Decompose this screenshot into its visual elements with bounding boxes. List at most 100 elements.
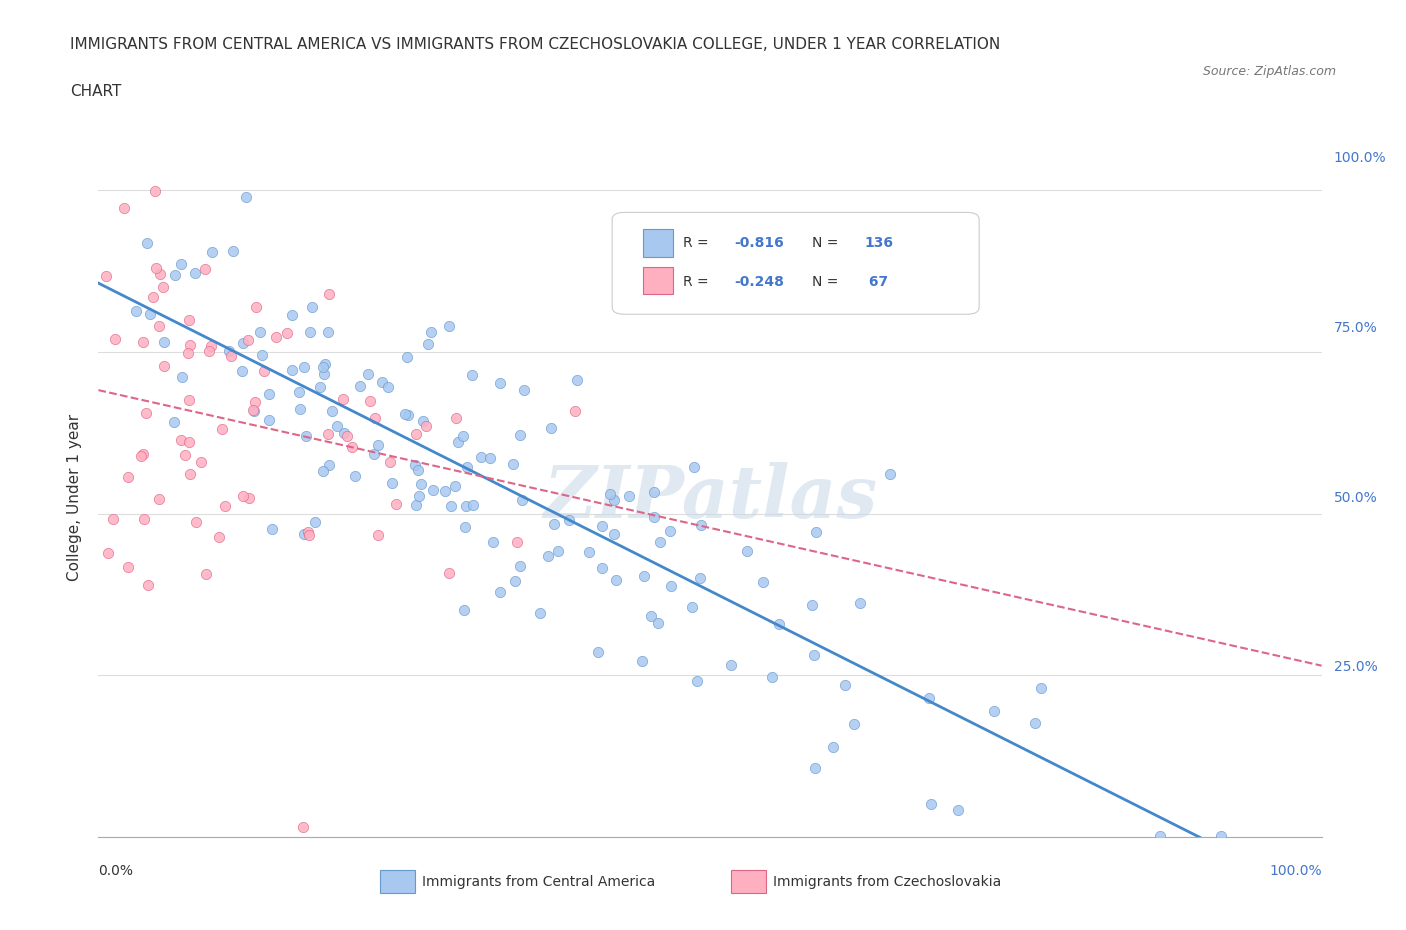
Immigrants from Central America: [377, 379, 399, 394]
Immigrants from Central America: [299, 325, 322, 339]
Immigrants from Central America: [312, 360, 335, 375]
Immigrants from Central America: [578, 545, 600, 560]
Immigrants from Central America: [218, 344, 240, 359]
Immigrants from Czechoslovakia: [318, 286, 340, 301]
Immigrants from Central America: [647, 616, 669, 631]
Immigrants from Central America: [558, 513, 581, 528]
Immigrants from Central America: [1024, 715, 1046, 730]
Immigrants from Central America: [983, 704, 1005, 719]
Immigrants from Czechoslovakia: [145, 183, 167, 198]
Immigrants from Czechoslovakia: [208, 529, 231, 544]
Immigrants from Central America: [488, 376, 510, 391]
Immigrants from Central America: [371, 374, 394, 389]
Immigrants from Central America: [301, 299, 323, 314]
Immigrants from Czechoslovakia: [367, 527, 389, 542]
Text: 50.0%: 50.0%: [1334, 490, 1378, 505]
Immigrants from Central America: [918, 690, 941, 705]
Immigrants from Czechoslovakia: [194, 262, 217, 277]
Immigrants from Czechoslovakia: [297, 525, 319, 539]
Immigrants from Czechoslovakia: [145, 260, 167, 275]
Immigrants from Czechoslovakia: [298, 527, 321, 542]
Immigrants from Central America: [422, 483, 444, 498]
Immigrants from Central America: [768, 617, 790, 631]
Immigrants from Central America: [139, 307, 162, 322]
Immigrants from Central America: [461, 498, 484, 512]
Immigrants from Central America: [503, 574, 526, 589]
Immigrants from Czechoslovakia: [292, 820, 315, 835]
Immigrants from Czechoslovakia: [138, 578, 160, 592]
Immigrants from Czechoslovakia: [112, 201, 135, 216]
Text: N =: N =: [811, 274, 842, 288]
Immigrants from Czechoslovakia: [236, 332, 259, 347]
Immigrants from Central America: [1209, 829, 1232, 844]
Immigrants from Central America: [249, 325, 271, 339]
Text: R =: R =: [683, 274, 713, 288]
Immigrants from Central America: [603, 526, 626, 541]
Immigrants from Central America: [312, 463, 335, 478]
Bar: [643, 267, 673, 294]
Text: 0.0%: 0.0%: [98, 864, 134, 878]
Immigrants from Central America: [540, 420, 562, 435]
Immigrants from Czechoslovakia: [200, 339, 222, 353]
Immigrants from Central America: [454, 519, 477, 534]
Immigrants from Czechoslovakia: [152, 280, 174, 295]
Text: 25.0%: 25.0%: [1334, 660, 1378, 674]
Immigrants from Central America: [648, 534, 671, 549]
Immigrants from Central America: [250, 347, 273, 362]
Immigrants from Central America: [363, 446, 385, 461]
Immigrants from Central America: [461, 367, 484, 382]
Immigrants from Central America: [326, 418, 349, 433]
Immigrants from Central America: [543, 517, 565, 532]
Immigrants from Central America: [394, 406, 416, 421]
Immigrants from Czechoslovakia: [132, 512, 155, 526]
Immigrants from Czechoslovakia: [177, 434, 200, 449]
Immigrants from Central America: [643, 510, 665, 525]
Immigrants from Central America: [456, 459, 478, 474]
Immigrants from Central America: [318, 458, 340, 472]
Immigrants from Czechoslovakia: [253, 364, 276, 379]
Immigrants from Central America: [124, 303, 146, 318]
Text: R =: R =: [683, 236, 713, 250]
Immigrants from Central America: [281, 308, 304, 323]
Immigrants from Central America: [405, 498, 427, 512]
Text: Immigrants from Czechoslovakia: Immigrants from Czechoslovakia: [773, 874, 1001, 889]
Immigrants from Czechoslovakia: [219, 349, 242, 364]
Immigrants from Czechoslovakia: [245, 299, 267, 314]
Immigrants from Central America: [288, 384, 311, 399]
Immigrants from Czechoslovakia: [117, 559, 139, 574]
Immigrants from Central America: [591, 518, 613, 533]
Immigrants from Czechoslovakia: [506, 535, 529, 550]
Text: 100.0%: 100.0%: [1334, 151, 1386, 166]
Immigrants from Central America: [801, 597, 824, 612]
Immigrants from Central America: [879, 466, 901, 481]
Immigrants from Czechoslovakia: [104, 332, 127, 347]
Immigrants from Central America: [803, 647, 825, 662]
Immigrants from Czechoslovakia: [364, 410, 387, 425]
Immigrants from Central America: [444, 478, 467, 493]
Immigrants from Central America: [357, 366, 380, 381]
Immigrants from Czechoslovakia: [97, 546, 120, 561]
Immigrants from Central America: [416, 336, 439, 351]
Immigrants from Central America: [235, 190, 257, 205]
Immigrants from Czechoslovakia: [179, 338, 201, 352]
Immigrants from Central America: [439, 318, 461, 333]
Immigrants from Central America: [396, 407, 419, 422]
Immigrants from Czechoslovakia: [242, 402, 264, 417]
Immigrants from Central America: [643, 485, 665, 499]
Immigrants from Central America: [920, 796, 942, 811]
Immigrants from Central America: [380, 476, 402, 491]
Immigrants from Central America: [453, 603, 475, 618]
Immigrants from Czechoslovakia: [232, 488, 254, 503]
Immigrants from Czechoslovakia: [177, 392, 200, 407]
Immigrants from Central America: [565, 373, 588, 388]
Immigrants from Central America: [631, 654, 654, 669]
Immigrants from Central America: [396, 350, 419, 365]
Immigrants from Czechoslovakia: [132, 334, 155, 349]
Immigrants from Central America: [404, 458, 426, 473]
Immigrants from Czechoslovakia: [564, 404, 586, 418]
Immigrants from Czechoslovakia: [135, 405, 157, 420]
Immigrants from Central America: [842, 717, 865, 732]
Immigrants from Central America: [602, 493, 624, 508]
Immigrants from Central America: [479, 450, 502, 465]
Immigrants from Central America: [281, 363, 304, 378]
